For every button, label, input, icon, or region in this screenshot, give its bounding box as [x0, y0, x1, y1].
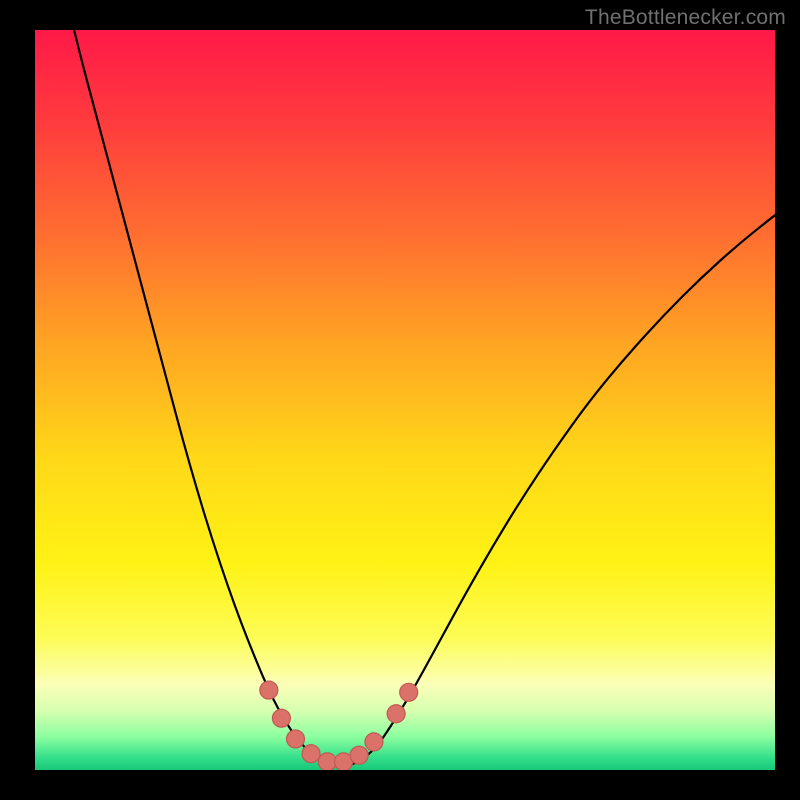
chart-background: [35, 30, 775, 770]
curve-marker: [318, 753, 336, 770]
curve-marker: [400, 683, 418, 701]
curve-marker: [350, 746, 368, 764]
bottleneck-chart: [35, 30, 775, 770]
curve-marker: [272, 709, 290, 727]
curve-marker: [260, 681, 278, 699]
watermark-text: TheBottlenecker.com: [585, 6, 786, 30]
chart-svg: [35, 30, 775, 770]
curve-marker: [365, 733, 383, 751]
curve-marker: [302, 745, 320, 763]
curve-marker: [286, 730, 304, 748]
curve-marker: [387, 705, 405, 723]
